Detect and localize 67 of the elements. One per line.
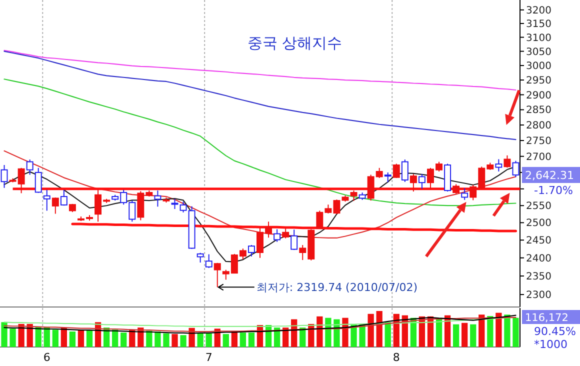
bar	[496, 312, 502, 347]
y-tick-label: 2400	[526, 253, 552, 264]
text: -1.70%	[534, 184, 573, 197]
bar	[154, 332, 161, 347]
bar	[60, 328, 68, 347]
line-series	[4, 50, 516, 91]
bar	[368, 314, 374, 347]
bar	[462, 322, 468, 347]
bar	[172, 334, 178, 347]
y-tick-label: 2450	[526, 236, 552, 247]
text: *1000	[534, 338, 568, 351]
bar	[274, 328, 280, 347]
bar	[222, 334, 229, 347]
bar	[300, 328, 306, 347]
text: 2,642.31	[525, 168, 574, 182]
bar	[248, 332, 255, 347]
y-tick-label: 3000	[526, 61, 552, 72]
x-tick-label: 7	[205, 351, 212, 364]
bar	[1, 322, 8, 347]
bar	[470, 324, 476, 347]
bar	[376, 311, 382, 347]
x-tick-label: 8	[392, 351, 400, 364]
y-tick-label: 2850	[526, 105, 552, 116]
bar	[180, 335, 186, 347]
y-tick-label: 3150	[526, 18, 552, 30]
text: 중국 상해지수	[247, 34, 342, 52]
text: 90.45%	[534, 325, 576, 338]
bar	[10, 328, 16, 347]
annotation: 최저가: 2319.74 (2010/07/02)	[256, 281, 418, 294]
bar	[452, 324, 460, 347]
bar	[282, 328, 289, 347]
bar	[18, 324, 24, 347]
bar	[197, 333, 204, 347]
bar	[325, 318, 332, 347]
bar	[240, 332, 246, 347]
bar	[120, 332, 127, 347]
bar	[69, 332, 76, 347]
y-tick-label: 3200	[526, 5, 552, 16]
bar	[78, 330, 84, 347]
bar	[52, 330, 58, 347]
bar	[384, 322, 391, 347]
text: 116,172	[525, 312, 568, 324]
bar	[206, 333, 212, 347]
line-series	[4, 50, 516, 140]
y-tick-label: 2900	[526, 90, 552, 102]
x-tick-label: 6	[43, 351, 50, 364]
bar	[146, 330, 152, 347]
y-tick-label: 3050	[526, 46, 552, 58]
bar	[334, 319, 340, 347]
bar	[478, 314, 485, 347]
bar	[444, 315, 451, 347]
y-tick-label: 2950	[526, 76, 552, 87]
y-tick-label: 2750	[526, 136, 552, 148]
bar	[163, 333, 170, 347]
y-tick-label: 2500	[526, 218, 552, 230]
y-tick-label: 2550	[526, 201, 552, 212]
bar	[44, 328, 50, 347]
bar	[487, 316, 494, 347]
bar	[512, 318, 519, 347]
y-tick-label: 3100	[526, 32, 552, 44]
y-tick-label: 2350	[526, 272, 552, 283]
bar	[86, 330, 93, 347]
bar	[504, 314, 510, 347]
y-tick-label: 2800	[526, 120, 552, 132]
bar	[112, 330, 118, 347]
y-tick-label: 2300	[526, 290, 552, 302]
y-tick-label: 2700	[526, 152, 552, 163]
